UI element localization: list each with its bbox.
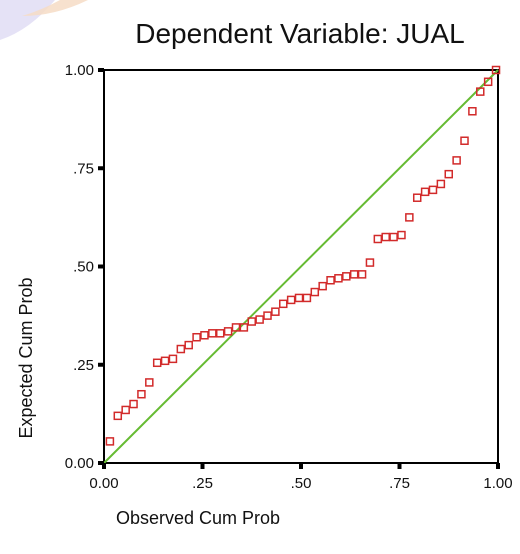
data-point-50: [491, 65, 501, 75]
y-tick-label: 0.00: [65, 455, 94, 472]
x-tick-label: .75: [389, 475, 410, 492]
data-point-26: [302, 293, 312, 303]
data-point-18: [239, 323, 249, 332]
data-point-1: [105, 437, 115, 446]
reference-line: [103, 69, 499, 464]
data-point-11: [184, 340, 193, 350]
data-point-31: [342, 272, 351, 281]
data-point-19: [247, 317, 256, 326]
data-point-41: [420, 187, 430, 197]
data-point-4: [129, 399, 138, 409]
logo-arc-orange: [22, 0, 88, 16]
y-tick-label: .50: [73, 259, 94, 276]
data-point-40: [412, 193, 422, 202]
data-point-27: [310, 287, 320, 297]
data-point-13: [200, 331, 209, 340]
data-point-12: [192, 332, 201, 342]
chart-title: Dependent Variable: JUAL: [135, 18, 464, 49]
data-point-24: [286, 295, 296, 305]
data-point-9: [168, 354, 178, 364]
data-point-25: [294, 293, 304, 303]
data-point-36: [381, 232, 390, 242]
data-point-20: [255, 315, 264, 324]
data-point-44: [444, 169, 453, 179]
data-point-38: [397, 230, 406, 240]
x-tick-label: 1.00: [483, 475, 512, 492]
data-point-34: [365, 258, 375, 267]
x-tick-label: .50: [291, 475, 312, 492]
x-axis-ticks: 0.00 .25 .50 .75 1.00: [89, 463, 513, 492]
data-point-7: [152, 358, 162, 368]
data-point-23: [279, 299, 288, 309]
x-axis-label: Observed Cum Prob: [116, 508, 280, 528]
y-tick-label: .25: [73, 357, 94, 374]
data-point-49: [483, 77, 493, 87]
data-point-29: [326, 276, 335, 285]
data-point-37: [389, 232, 398, 242]
data-point-8: [160, 356, 170, 366]
data-point-42: [428, 185, 438, 195]
y-tick-label: .75: [73, 160, 94, 177]
data-point-39: [405, 213, 414, 222]
data-point-30: [334, 274, 343, 283]
plot-area: 0.00 .25 .50 .75 1.00 0.00 .25 .50 .75 1.00: [65, 62, 513, 492]
data-point-48: [476, 87, 485, 96]
data-point-16: [223, 327, 233, 336]
data-point-2: [113, 411, 123, 421]
data-point-32: [349, 270, 359, 279]
y-axis-label: Expected Cum Prob: [16, 277, 36, 438]
data-point-15: [215, 329, 225, 338]
data-point-35: [373, 234, 383, 244]
data-point-21: [263, 311, 272, 320]
data-point-46: [460, 136, 469, 145]
data-point-5: [137, 389, 146, 399]
data-point-6: [145, 378, 154, 387]
data-point-33: [357, 270, 367, 279]
y-tick-label: 1.00: [65, 62, 94, 79]
y-axis-ticks: 0.00 .25 .50 .75 1.00: [65, 62, 104, 472]
data-point-10: [176, 344, 186, 354]
data-point-22: [271, 307, 280, 316]
x-tick-label: 0.00: [89, 475, 118, 492]
data-point-45: [452, 156, 461, 165]
data-point-3: [121, 405, 130, 415]
data-point-14: [208, 329, 217, 338]
data-point-47: [468, 107, 477, 116]
data-points: [105, 65, 501, 446]
data-point-17: [231, 323, 241, 332]
data-point-43: [436, 179, 446, 189]
x-tick-label: .25: [192, 475, 213, 492]
data-point-28: [318, 281, 327, 291]
